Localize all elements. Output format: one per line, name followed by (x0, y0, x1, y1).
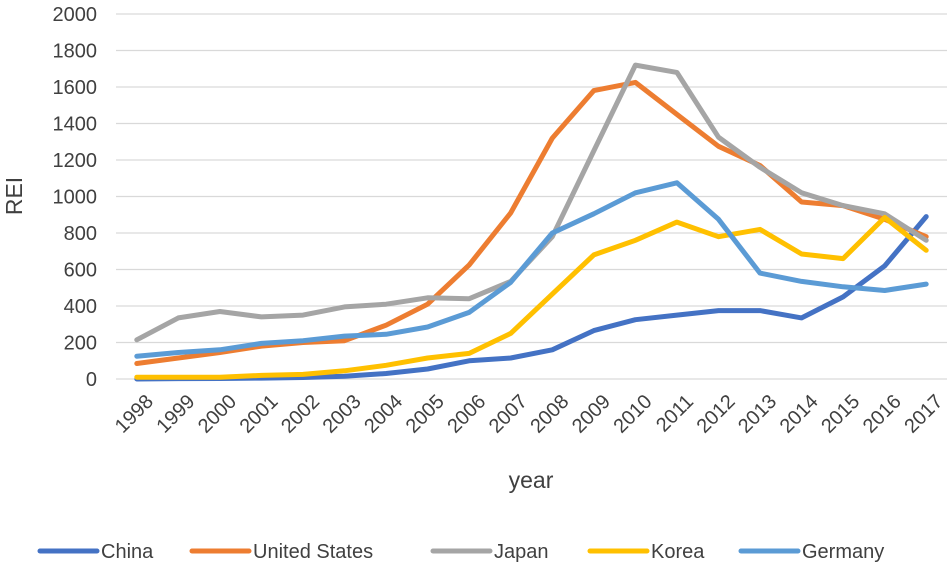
y-tick-label: 1200 (53, 150, 98, 172)
gridlines (116, 13, 947, 380)
x-tick-label: 2006 (443, 391, 490, 438)
x-tick-label: 2016 (859, 391, 906, 438)
legend-label: Japan (494, 541, 549, 563)
y-tick-label: 800 (64, 223, 97, 245)
x-tick-label: 2013 (734, 391, 781, 438)
x-tick-label: 2005 (402, 391, 449, 438)
x-tick-label: 2003 (319, 391, 366, 438)
y-tick-label: 1600 (53, 77, 98, 99)
y-tick-label: 400 (64, 296, 97, 318)
legend-label: United States (253, 541, 373, 563)
legend-label: China (101, 541, 154, 563)
x-tick-label: 2014 (776, 391, 823, 438)
series-line-china (134, 214, 929, 382)
x-tick-label: 2011 (652, 391, 698, 437)
y-tick-label: 1400 (53, 114, 98, 136)
x-tick-label: 2007 (485, 391, 532, 438)
x-tick-label: 2015 (817, 391, 864, 438)
x-tick-label: 2012 (693, 391, 740, 438)
y-tick-label: 600 (64, 260, 97, 282)
x-tick-label: 2010 (610, 391, 657, 438)
x-tick-label: 2000 (194, 391, 241, 438)
series-line-korea (134, 215, 929, 380)
legend-label: Korea (651, 541, 705, 563)
series-lines (134, 62, 929, 382)
x-tick-label: 1998 (111, 391, 158, 438)
x-tick-label: 2017 (900, 391, 947, 438)
series-line-germany (134, 180, 929, 359)
y-tick-label: 1800 (53, 41, 98, 63)
x-tick-label: 2004 (360, 391, 407, 438)
x-tick-label: 2002 (277, 391, 324, 438)
x-tick-label: 2009 (568, 391, 615, 438)
x-tick-label: 2008 (526, 391, 573, 438)
series-line-united-states (134, 79, 929, 366)
y-axis-ticks: 0 200 400 600 800 1000 1200 1400 1600 1800 2000 (53, 4, 98, 391)
y-tick-label: 0 (86, 369, 97, 391)
y-tick-label: 200 (64, 333, 97, 355)
x-axis-ticks: 1998199920002001200220032004200520062007… (111, 391, 947, 438)
x-tick-label: 2001 (236, 391, 283, 438)
y-tick-label: 2000 (53, 4, 98, 26)
x-tick-label: 1999 (152, 391, 199, 438)
legend-label: Germany (802, 541, 884, 563)
y-axis-title: REI (1, 177, 27, 215)
y-tick-label: 1000 (53, 187, 98, 209)
legend: China United States Japan Korea Germany (37, 541, 884, 563)
x-axis-title: year (509, 467, 554, 493)
